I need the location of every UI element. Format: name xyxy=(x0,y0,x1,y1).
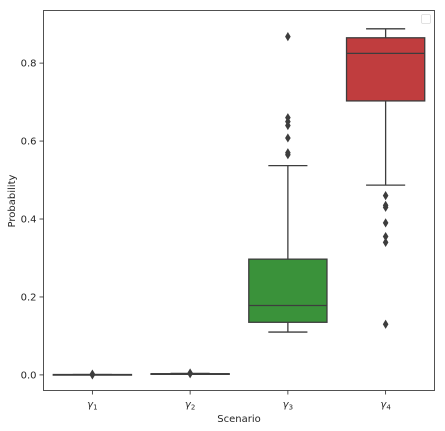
iqr-box xyxy=(248,258,328,323)
box-group-4 xyxy=(345,28,426,329)
plot-area xyxy=(52,28,426,380)
x-axis-label: Scenario xyxy=(217,414,260,425)
x-tick-label: γ1 xyxy=(87,400,97,412)
box-group-2 xyxy=(150,368,230,379)
outlier-marker xyxy=(285,32,291,42)
plot-frame xyxy=(43,10,435,391)
outlier-marker xyxy=(382,237,389,247)
y-axis: 0.0 0.2 0.4 0.6 0.8 xyxy=(21,59,44,381)
outlier-marker xyxy=(285,133,291,143)
x-axis: γ1 γ2 γ3 γ4 xyxy=(87,390,391,412)
outlier-marker xyxy=(382,319,389,329)
box-group-1 xyxy=(52,369,133,380)
outlier-marker xyxy=(285,113,291,123)
y-tick-label: 0.4 xyxy=(21,215,37,226)
outlier-marker xyxy=(89,369,96,379)
y-tick-label: 0.2 xyxy=(21,292,37,303)
outlier-marker xyxy=(382,218,389,228)
outlier-marker xyxy=(382,202,389,212)
x-tick-label: γ3 xyxy=(283,400,293,412)
outlier-marker xyxy=(382,191,389,201)
legend-box xyxy=(421,14,431,24)
y-tick-label: 0.0 xyxy=(21,370,37,381)
x-tick-label: γ4 xyxy=(380,400,391,412)
y-tick-label: 0.6 xyxy=(21,137,37,148)
box-group-3 xyxy=(248,32,328,333)
y-axis-label: Probability xyxy=(7,174,18,227)
outlier-marker xyxy=(382,231,389,242)
iqr-box xyxy=(345,37,426,102)
x-tick-label: γ2 xyxy=(185,400,195,412)
outlier-marker xyxy=(187,368,193,378)
y-tick-label: 0.8 xyxy=(21,59,37,70)
outlier-marker xyxy=(285,148,291,158)
